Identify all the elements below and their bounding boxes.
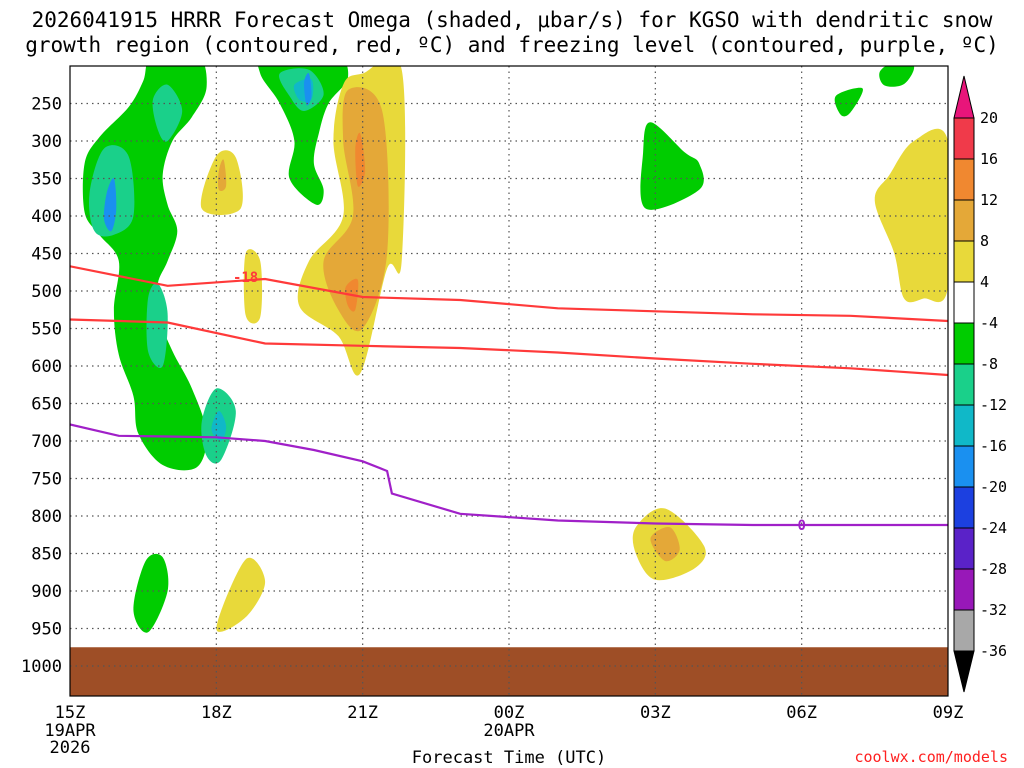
colorbar-band-7 (953, 404, 975, 447)
omega-region-23 (650, 526, 680, 562)
x-tick-label-4: 03Z (640, 703, 671, 723)
x-tick-label-0: 15Z (55, 703, 86, 723)
colorbar-band-10 (953, 527, 975, 570)
colorbar-label-8: -16 (980, 437, 1007, 455)
watermark-link[interactable]: coolwx.com/models (854, 748, 1008, 766)
omega-region-8 (146, 282, 168, 368)
omega-region-7 (152, 84, 183, 142)
colorbar-bottom-arrow (953, 650, 975, 693)
y-tick-label-1000: 1000 (21, 657, 62, 677)
y-tick-label-250: 250 (31, 95, 62, 115)
colorbar-label-12: -32 (980, 601, 1007, 619)
colorbar-label-13: -36 (980, 642, 1007, 660)
colorbar-label-9: -20 (980, 478, 1007, 496)
y-tick-label-850: 850 (31, 545, 62, 565)
y-tick-label-700: 700 (31, 432, 62, 452)
x-tick-label-1: 18Z (201, 703, 232, 723)
omega-region-18 (216, 557, 266, 632)
dgz-contour-lower (70, 318, 948, 377)
y-tick-label-500: 500 (31, 282, 62, 302)
y-tick-label-650: 650 (31, 395, 62, 415)
colorbar-band-12 (953, 609, 975, 652)
omega-region-0 (82, 66, 207, 471)
omega-shading (70, 66, 948, 696)
colorbar-band-1 (953, 158, 975, 201)
colorbar-band-3 (953, 240, 975, 283)
colorbar-label-1: 16 (980, 150, 998, 168)
omega-region-24 (355, 132, 366, 187)
y-tick-label-750: 750 (31, 470, 62, 490)
colorbar-band-9 (953, 486, 975, 529)
colorbar-label-0: 20 (980, 109, 998, 127)
date-label-1-0: 20APR (483, 721, 535, 741)
colorbar-band-5 (953, 322, 975, 365)
colorbar-label-10: -24 (980, 519, 1007, 537)
x-tick-label-5: 06Z (786, 703, 817, 723)
colorbar-top-arrow (953, 75, 975, 119)
omega-region-13 (103, 178, 117, 232)
dgz-contour-label: -18 (233, 270, 258, 286)
y-tick-label-550: 550 (31, 320, 62, 340)
freezing-level-contour (70, 423, 948, 527)
colorbar-band-4 (953, 281, 975, 324)
omega-region-21 (323, 87, 389, 332)
y-tick-label-600: 600 (31, 357, 62, 377)
omega-region-17 (243, 249, 263, 324)
colorbar-band-8 (953, 445, 975, 488)
omega-region-14 (304, 73, 312, 106)
date-label-0-1: 2026 (50, 738, 91, 758)
colorbar-label-11: -28 (980, 560, 1007, 578)
y-tick-label-350: 350 (31, 170, 62, 190)
plot-frame (69, 65, 949, 697)
chart-title-line-2: growth region (contoured, red, ºC) and f… (25, 33, 999, 57)
omega-region-3 (640, 122, 704, 210)
omega-region-11 (211, 410, 227, 442)
colorbar-band-11 (953, 568, 975, 611)
x-tick-label-2: 21Z (347, 703, 378, 723)
colorbar-band-0 (953, 117, 975, 160)
omega-region-1 (257, 66, 349, 205)
omega-region-4 (834, 87, 863, 117)
colorbar-label-5: -4 (980, 314, 998, 332)
y-tick-label-950: 950 (31, 620, 62, 640)
omega-region-22 (218, 159, 227, 192)
omega-region-5 (879, 66, 915, 87)
x-tick-label-6: 09Z (933, 703, 964, 723)
y-tick-label-450: 450 (31, 245, 62, 265)
colorbar-label-3: 8 (980, 232, 989, 250)
colorbar-label-4: 4 (980, 273, 989, 291)
colorbar-label-7: -12 (980, 396, 1007, 414)
x-tick-label-3: 00Z (494, 703, 525, 723)
freezing-contour-label: 0 (797, 518, 805, 534)
y-tick-label-300: 300 (31, 132, 62, 152)
colorbar-label-6: -8 (980, 355, 998, 373)
y-tick-label-900: 900 (31, 582, 62, 602)
y-tick-label-800: 800 (31, 507, 62, 527)
omega-region-2 (133, 553, 169, 633)
chart-title-line-1: 2026041915 HRRR Forecast Omega (shaded, … (31, 8, 993, 32)
contours: -18 0 (70, 265, 948, 534)
colorbar-label-2: 12 (980, 191, 998, 209)
x-axis-label: Forecast Time (UTC) (412, 748, 606, 768)
omega-region-20 (874, 128, 948, 303)
colorbar-band-2 (953, 199, 975, 242)
date-label-0-0: 19APR (44, 721, 96, 741)
colorbar-band-6 (953, 363, 975, 406)
y-tick-label-400: 400 (31, 207, 62, 227)
y-axis: 250 300 350 400 450 500 550 600 650 700 750 800 850 9… (21, 95, 62, 678)
colorbar: 20 16 12 8 4 -4 -8 -12 -16 -20 -24 -28 -32 -36 (953, 75, 1007, 693)
grid-lines (70, 66, 948, 696)
dgz-contour-upper (70, 265, 948, 323)
